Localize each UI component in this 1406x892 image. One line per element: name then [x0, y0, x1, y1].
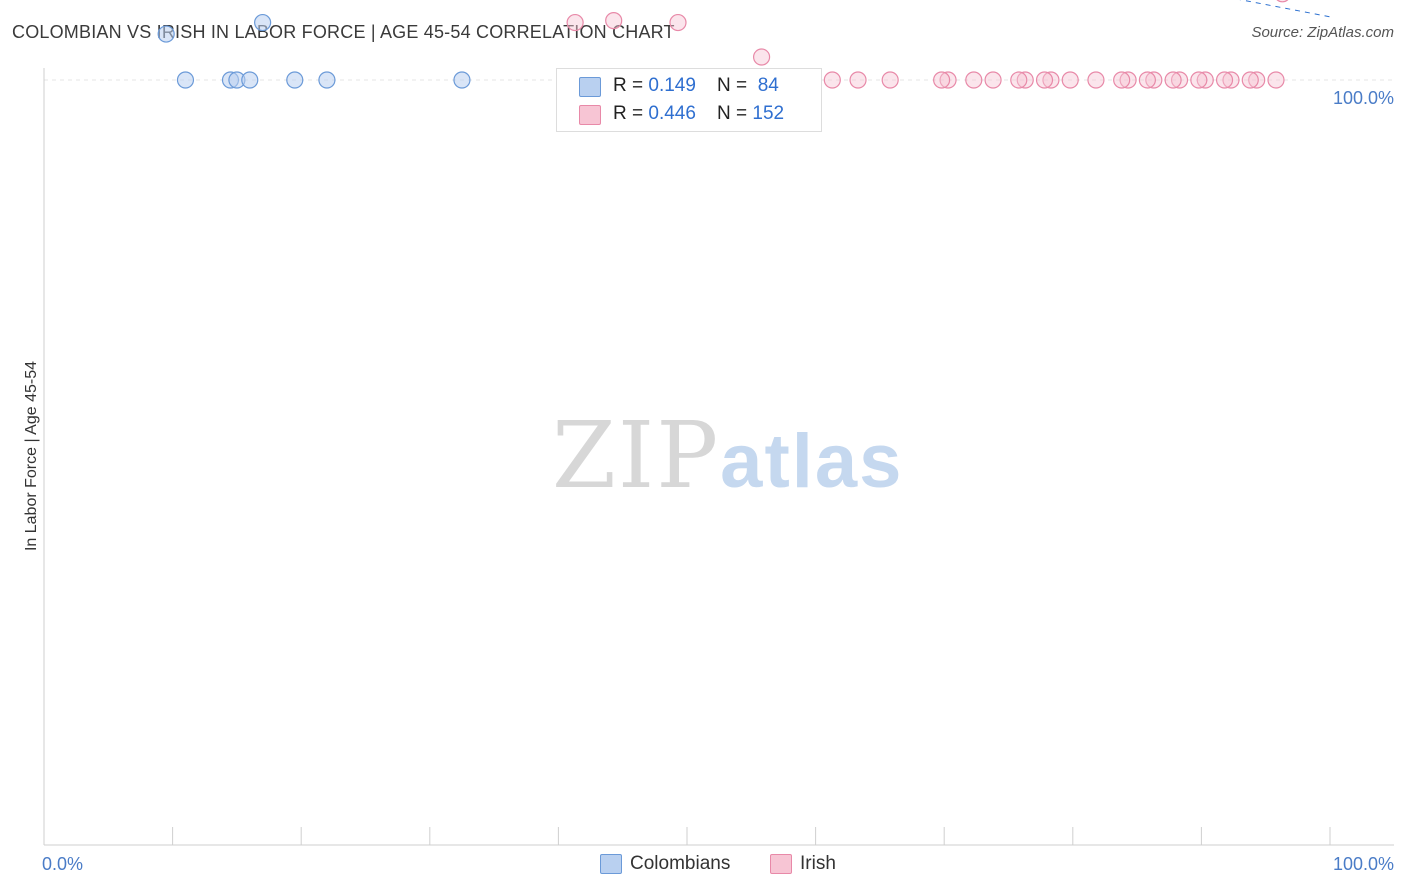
irish-point	[965, 71, 983, 89]
legend-r-value-colombians: 0.149	[648, 75, 696, 96]
x-tick-label-min: 0.0%	[42, 854, 83, 874]
legend-swatch-irish	[579, 105, 601, 125]
watermark: ZIPatlas	[552, 402, 903, 509]
axes	[43, 68, 1394, 846]
irish-point	[605, 12, 623, 30]
irish-point	[1113, 71, 1131, 89]
colombian-point	[254, 13, 272, 32]
irish-point	[984, 71, 1002, 89]
colombian-point	[453, 71, 471, 89]
irish-point	[1241, 71, 1259, 89]
irish-point	[1119, 71, 1137, 89]
stats-legend: R = 0.149 N = 84 R = 0.446 N = 152	[556, 68, 822, 132]
y-axis-title: In Labor Force | Age 45-54	[23, 361, 40, 551]
irish-point	[669, 13, 687, 32]
colombian-point	[157, 25, 175, 43]
irish-point	[881, 71, 899, 89]
irish-point	[1016, 71, 1034, 89]
bottom-legend-label-colombians: Colombians	[630, 853, 731, 874]
legend-r-label: R =	[613, 103, 649, 124]
irish-point	[939, 71, 957, 89]
irish-point	[1061, 71, 1079, 89]
irish-point	[1010, 71, 1028, 89]
irish-point	[1267, 71, 1285, 89]
y-tick-label: 100.0%	[1333, 88, 1394, 108]
irish-point	[1138, 71, 1156, 89]
irish-point	[1164, 71, 1182, 89]
trend-lines	[1239, 0, 1331, 18]
watermark-zip: ZIP	[552, 402, 721, 509]
legend-r-label: R =	[613, 75, 649, 96]
legend-n-label: N =	[717, 103, 753, 124]
irish-point	[1042, 71, 1060, 89]
colombian-point	[241, 71, 259, 89]
legend-n-label: N =	[717, 75, 753, 96]
irish-point	[1190, 71, 1208, 89]
colombian-point	[286, 71, 304, 89]
irish-point	[933, 71, 951, 89]
colombian-trend-extension	[1239, 0, 1331, 18]
legend-n-value-irish: 152	[752, 103, 785, 124]
axis-labels: 70.0%80.0%90.0%100.0%0.0%100.0%In Labor …	[23, 88, 1394, 874]
colombian-point	[176, 71, 195, 89]
irish-point	[1222, 71, 1240, 89]
irish-point	[1215, 71, 1234, 89]
irish-point	[1170, 71, 1189, 89]
bottom-swatch-irish	[770, 854, 792, 874]
chart-title: COLOMBIAN VS IRISH IN LABOR FORCE | AGE …	[12, 22, 675, 42]
irish-point	[1276, 0, 1289, 3]
irish-point	[849, 71, 867, 89]
colombian-point	[318, 71, 336, 89]
irish-point	[1035, 71, 1054, 89]
watermark-atlas: atlas	[720, 419, 904, 504]
legend-r-value-irish: 0.446	[648, 103, 696, 124]
irish-point	[1087, 71, 1105, 89]
source-label: Source: ZipAtlas.com	[1251, 24, 1394, 41]
irish-point	[1145, 71, 1163, 89]
bottom-legend-label-irish: Irish	[800, 853, 836, 874]
irish-point	[1196, 71, 1214, 89]
irish-point	[1248, 71, 1266, 89]
irish-point	[752, 48, 771, 66]
x-tick-label-max: 100.0%	[1333, 854, 1394, 874]
legend-n-value-colombians: 84	[757, 75, 779, 96]
legend-swatch-colombians	[579, 77, 601, 97]
irish-point	[823, 71, 841, 89]
colombians-points	[157, 13, 471, 89]
bottom-swatch-colombians	[600, 854, 622, 874]
irish-point	[566, 13, 584, 32]
